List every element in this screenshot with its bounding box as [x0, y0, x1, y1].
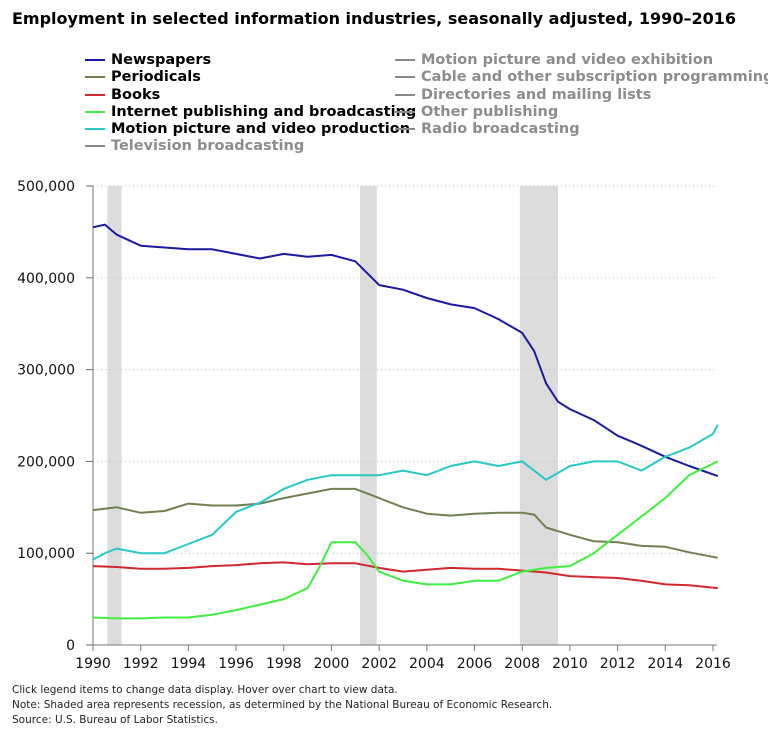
legend-item[interactable]: Periodicals [85, 69, 201, 85]
chart-title: Employment in selected information indus… [12, 9, 736, 28]
series-line-newspapers[interactable] [92, 223, 719, 478]
x-tick-label: 2012 [600, 656, 636, 672]
legend-swatch [395, 94, 415, 96]
x-tick-label: 2010 [552, 656, 588, 672]
legend-label: Periodicals [111, 69, 201, 85]
legend-swatch [85, 128, 105, 130]
series-line-books[interactable] [92, 561, 718, 590]
x-tick-label: 1994 [171, 656, 207, 672]
x-tick-label: 2004 [409, 656, 445, 672]
legend-label: Television broadcasting [111, 138, 305, 154]
x-tick-label: 2016 [695, 656, 731, 672]
x-tick-label: 2000 [314, 656, 350, 672]
legend-swatch [85, 111, 105, 113]
legend-label: Cable and other subscription programming [421, 69, 768, 85]
legend-label: Newspapers [111, 52, 212, 68]
series-line-periodicals[interactable] [92, 487, 718, 559]
legend-item[interactable]: Radio broadcasting [395, 121, 580, 137]
y-tick-label: 200,000 [17, 454, 75, 470]
legend-swatch [395, 111, 415, 113]
legend-item[interactable]: Other publishing [395, 104, 558, 120]
legend-item[interactable]: Television broadcasting [85, 138, 304, 154]
legend-label: Directories and mailing lists [421, 87, 652, 103]
line-chart[interactable]: 0 100,000 200,000 300,000 400,000 500,000 1990… [0, 0, 768, 680]
legend-swatch [85, 145, 105, 147]
y-tick-label: 300,000 [17, 363, 75, 379]
x-tick-label: 1992 [123, 656, 159, 672]
legend-label: Other publishing [421, 104, 559, 120]
recession-band [107, 186, 122, 645]
x-tick-label: 2008 [504, 656, 540, 672]
note-recession: Note: Shaded area represents recession, … [12, 699, 553, 711]
legend-item[interactable]: Directories and mailing lists [395, 87, 651, 103]
series-line-internet-publishing-and-broadcasting[interactable] [92, 460, 719, 620]
legend-label: Books [111, 87, 161, 103]
x-tick-label: 1998 [266, 656, 302, 672]
legend-item[interactable]: Motion picture and video production [85, 121, 410, 137]
legend-label: Internet publishing and broadcasting [111, 104, 417, 120]
note-source: Source: U.S. Bureau of Labor Statistics. [12, 714, 218, 726]
legend-item[interactable]: Internet publishing and broadcasting [85, 104, 416, 120]
legend-item[interactable]: Cable and other subscription programming [395, 69, 768, 85]
y-tick-label: 500,000 [17, 179, 75, 195]
y-tick-label: 0 [66, 638, 75, 654]
legend-swatch [395, 128, 415, 130]
recession-band [519, 186, 558, 645]
legend-swatch [85, 94, 105, 96]
legend-swatch [395, 76, 415, 78]
legend-swatch [85, 59, 105, 61]
chart-notes: Click legend items to change data displa… [12, 683, 552, 728]
x-tick-label: 2014 [647, 656, 683, 672]
y-tick-label: 400,000 [17, 271, 75, 287]
note-instructions: Click legend items to change data displa… [12, 684, 398, 696]
recession-band [360, 186, 377, 645]
x-tick-label: 2002 [361, 656, 397, 672]
x-tick-label: 1990 [75, 656, 111, 672]
legend-item[interactable]: Books [85, 87, 160, 103]
series-line-motion-picture-and-video-production[interactable] [92, 424, 719, 561]
legend-item[interactable]: Newspapers [85, 52, 211, 68]
legend-swatch [85, 76, 105, 78]
legend-label: Radio broadcasting [421, 121, 580, 137]
x-tick-label: 1996 [218, 656, 254, 672]
y-tick-label: 100,000 [17, 546, 75, 562]
x-tick-label: 2006 [457, 656, 493, 672]
legend-label: Motion picture and video exhibition [421, 52, 714, 68]
legend-label: Motion picture and video production [111, 121, 411, 137]
legend-item[interactable]: Motion picture and video exhibition [395, 52, 713, 68]
legend-swatch [395, 59, 415, 61]
